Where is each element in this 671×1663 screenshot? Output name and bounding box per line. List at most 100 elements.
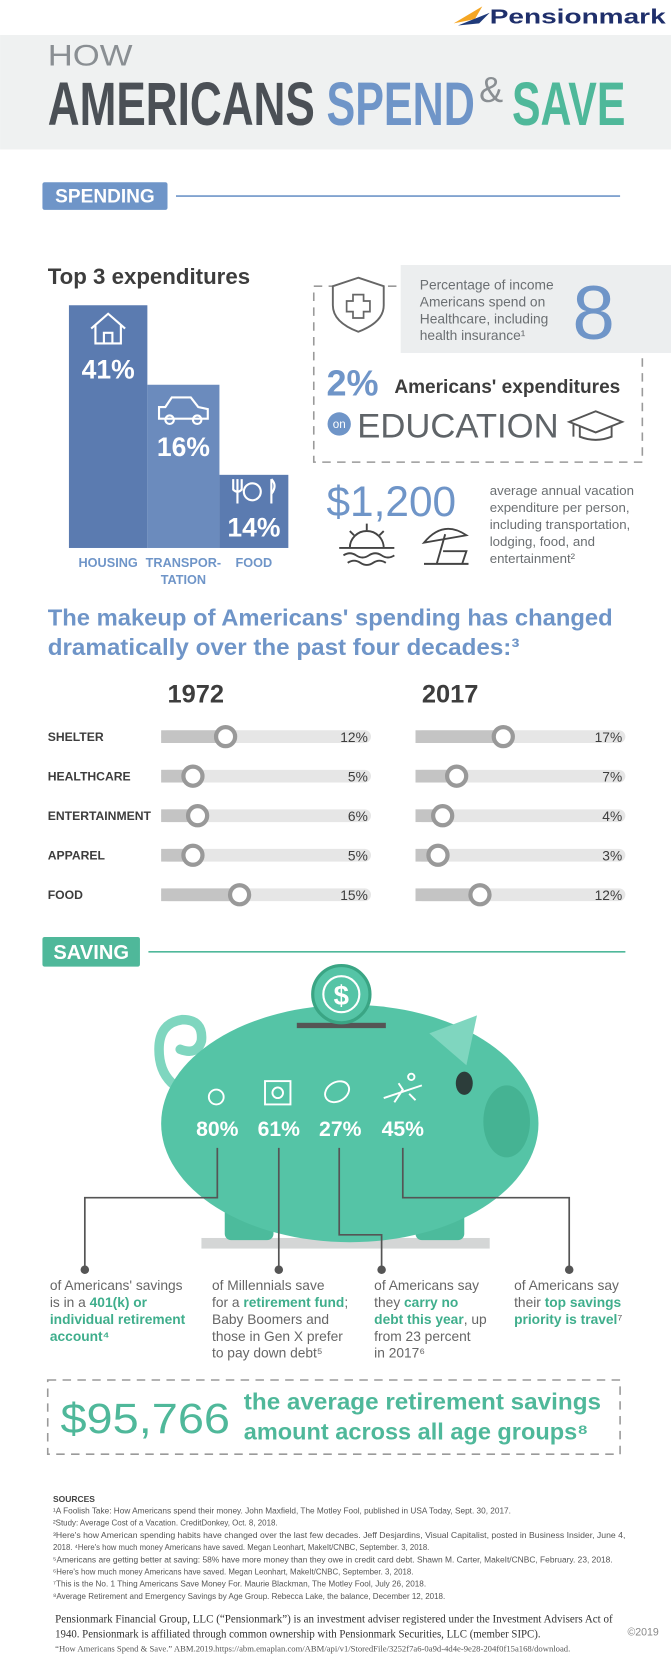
caption-segment: , up bbox=[464, 1312, 487, 1327]
caption-segment: 401(k) or bbox=[90, 1295, 148, 1310]
saving-caption: their top savings bbox=[514, 1295, 621, 1310]
expenditure-label: HOUSING bbox=[79, 555, 138, 570]
slider-knob bbox=[444, 764, 469, 788]
car-icon bbox=[164, 414, 175, 426]
header-band bbox=[0, 34, 671, 150]
saving-caption: priority is travel⁷ bbox=[514, 1312, 622, 1327]
plane-icon bbox=[407, 1072, 416, 1082]
retirement-text: the average retirement savings bbox=[244, 1389, 601, 1415]
caption-segment: for a bbox=[212, 1295, 243, 1310]
shield-cross bbox=[345, 293, 371, 319]
pig-tail bbox=[154, 1014, 213, 1102]
logo: Pensionmark bbox=[453, 6, 667, 28]
bar-icons bbox=[90, 312, 276, 504]
caption-segment: carry no bbox=[404, 1295, 458, 1310]
slider-fill bbox=[415, 730, 504, 743]
connector bbox=[83, 1147, 219, 1270]
category-label: HEALTHCARE bbox=[48, 769, 131, 783]
share-label: 7% bbox=[602, 769, 622, 784]
coin bbox=[311, 963, 372, 1025]
connector-dot bbox=[80, 1265, 90, 1275]
vacation-line: expenditure per person, bbox=[490, 500, 630, 515]
card-icon bbox=[324, 1080, 351, 1104]
caption-segment: of Americans say bbox=[374, 1278, 479, 1293]
expenditure-bar bbox=[68, 305, 148, 548]
makeup-heading: dramatically over the past four decades:… bbox=[48, 634, 520, 660]
dashed-box bbox=[46, 1379, 621, 1455]
slider-knob bbox=[181, 843, 205, 867]
disclaimer: Pensionmark Financial Group, LLC (“Pensi… bbox=[55, 1614, 613, 1626]
caption-segment: account⁴ bbox=[50, 1329, 110, 1344]
slider-track bbox=[415, 769, 626, 783]
saving-caption: of Americans say bbox=[514, 1278, 619, 1293]
piggy-bank: $ bbox=[154, 963, 539, 1249]
saving-caption: to pay down debt⁵ bbox=[212, 1346, 323, 1361]
slider-knob bbox=[213, 724, 238, 749]
caption-segment: ; bbox=[344, 1295, 348, 1310]
saving-caption: Baby Boomers and bbox=[212, 1312, 329, 1327]
copyright: ©2019 bbox=[628, 1626, 659, 1638]
slider-track bbox=[161, 848, 372, 862]
caption-segment: their bbox=[514, 1295, 545, 1310]
source-line: ³Here's how American spending habits hav… bbox=[53, 1531, 625, 1540]
saving-value: 45% bbox=[382, 1118, 425, 1141]
sources: ¹A Foolish Take: How Americans spend the… bbox=[53, 1507, 625, 1601]
education-text: Americans' expenditures bbox=[394, 377, 620, 398]
slider-knob bbox=[227, 883, 252, 907]
saving-caption: they carry no bbox=[374, 1295, 458, 1310]
saving-caption: of Millennials save bbox=[212, 1278, 325, 1293]
vacation-line: entertainment² bbox=[490, 551, 576, 566]
expenditure-value: 41% bbox=[82, 354, 135, 384]
retirement-value: $95,766 bbox=[60, 1395, 230, 1442]
share-label: 6% bbox=[348, 809, 368, 824]
caption-segment: individual retirement bbox=[50, 1312, 186, 1327]
saving-caption: in 2017⁶ bbox=[374, 1346, 425, 1361]
grad-cap-icon bbox=[566, 410, 625, 434]
connectors bbox=[83, 1147, 571, 1270]
umbrella-icon bbox=[421, 527, 469, 565]
caption-segment: they bbox=[374, 1295, 404, 1310]
caption-segment: retirement fund bbox=[243, 1295, 344, 1310]
caption-segment: those in Gen X prefer bbox=[212, 1329, 343, 1344]
header-save: SAVE bbox=[512, 70, 625, 139]
connector-dots bbox=[80, 1265, 574, 1275]
source-line: ⁸Average Retirement and Emergency Saving… bbox=[53, 1592, 445, 1601]
category-label: APPAREL bbox=[48, 848, 106, 862]
saving-caption: of Americans' savings bbox=[50, 1278, 183, 1293]
category-label: SHELTER bbox=[48, 730, 104, 744]
healthcare-line: Healthcare, including bbox=[420, 311, 549, 326]
car-icon bbox=[191, 414, 203, 426]
share-label: 15% bbox=[340, 888, 368, 903]
source-line: ²Study: Average Cost of a Vacation. Cred… bbox=[53, 1519, 278, 1528]
healthcare-text: Percentage of income Americans spend on He… bbox=[420, 277, 554, 343]
slider-track bbox=[161, 809, 372, 823]
caption-segment: of Millennials save bbox=[212, 1278, 325, 1293]
share-label: 17% bbox=[595, 730, 623, 745]
caption-segment: to pay down debt⁵ bbox=[212, 1346, 323, 1361]
connector-dot bbox=[564, 1265, 574, 1275]
healthcare-line: Americans spend on bbox=[420, 294, 545, 309]
makeup-heading: The makeup of Americans' spending has ch… bbox=[48, 604, 613, 630]
pig-body bbox=[161, 1004, 539, 1243]
share-label: 3% bbox=[602, 849, 622, 864]
caption-segment: ⁷ bbox=[617, 1312, 622, 1327]
expenditure-value: 16% bbox=[157, 432, 210, 462]
coin-symbol: $ bbox=[334, 980, 349, 1011]
vacation-line: including transportation, bbox=[490, 517, 631, 532]
saving-caption: is in a 401(k) or bbox=[50, 1295, 148, 1310]
food-icon bbox=[232, 478, 276, 504]
logo-swoosh bbox=[457, 12, 490, 26]
caption-segment: of Americans' savings bbox=[50, 1278, 183, 1293]
car-icon bbox=[157, 396, 209, 420]
slider-knob bbox=[426, 843, 450, 867]
connector-dot bbox=[274, 1265, 284, 1275]
saving-caption: account⁴ bbox=[50, 1329, 110, 1344]
safe-icon bbox=[264, 1080, 292, 1106]
header-how: HOW bbox=[48, 40, 133, 73]
connector bbox=[401, 1147, 571, 1270]
caption-segment: top savings bbox=[545, 1295, 622, 1310]
comparison: 1972 2017 SHELTER 12% 17% HEALTHCARE 5% 7% ENTER… bbox=[48, 681, 626, 907]
expenditure-label: TATION bbox=[161, 572, 206, 587]
safe-icon bbox=[271, 1086, 284, 1100]
